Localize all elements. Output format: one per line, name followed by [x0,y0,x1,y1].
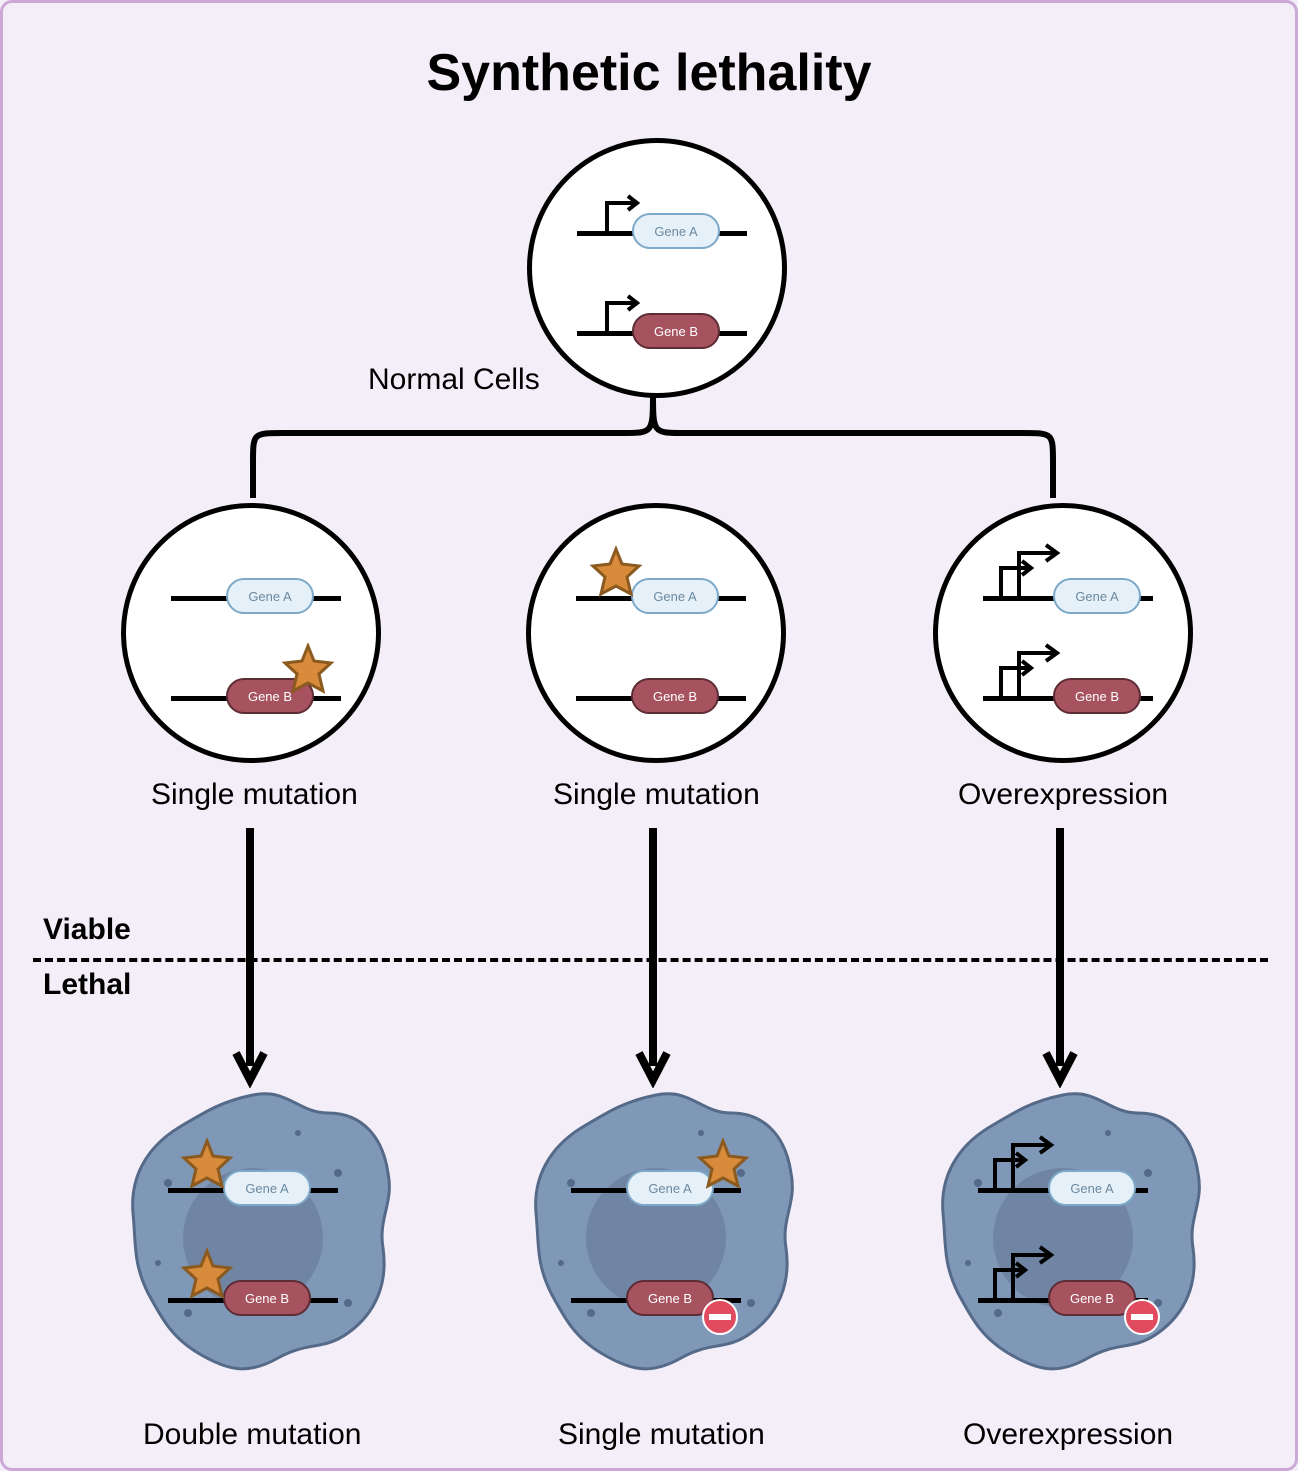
viable-lethal-divider [33,958,1268,962]
gene-a-label: Gene A [653,589,696,604]
gene-a-pill: Gene A [632,213,720,249]
label-normal-cells: Normal Cells [368,363,540,397]
gene-a-label: Gene A [654,224,697,239]
cell-normal: Gene A Gene B [527,138,787,398]
gene-a-label: Gene A [248,589,291,604]
gene-b-pill: Gene B [1053,678,1141,714]
block-icon [701,1298,739,1336]
label-overexpression: Overexpression [963,1418,1173,1452]
label-single-mutation: Single mutation [558,1418,765,1452]
label-lethal: Lethal [43,968,131,1002]
cell-single-mutation-b: Gene A Gene B [121,503,381,763]
gene-b-label: Gene B [653,689,697,704]
gene-b-label: Gene B [1070,1291,1114,1306]
gene-a-label: Gene A [1075,589,1118,604]
cell-single-mutation-a: Gene A Gene B [526,503,786,763]
mutation-star-icon [696,1138,751,1193]
gene-a-pill: Gene A [226,578,314,614]
diagram-container: Synthetic lethality Gene A Gene B Normal… [0,0,1298,1471]
gene-b-label: Gene B [654,324,698,339]
label-single-mutation: Single mutation [553,778,760,812]
mutation-star-icon [180,1138,235,1193]
gene-a-pill: Gene A [223,1170,311,1206]
gene-b-pill: Gene B [631,678,719,714]
label-overexpression: Overexpression [958,778,1168,812]
lethal-cell-overlay: Gene A Gene B [98,1083,408,1393]
gene-b-label: Gene B [1075,689,1119,704]
gene-a-label: Gene A [245,1181,288,1196]
block-icon [1123,1298,1161,1336]
label-single-mutation: Single mutation [151,778,358,812]
lethal-cell-overlay: Gene A Gene B [501,1083,811,1393]
mutation-star-icon [589,546,644,601]
gene-b-pill: Gene B [223,1280,311,1316]
lethal-cell-overlay: Gene A Gene B [908,1083,1218,1393]
gene-b-label: Gene B [648,1291,692,1306]
gene-b-pill: Gene B [632,313,720,349]
cell-overexpression: Gene A Gene B [933,503,1193,763]
gene-a-pill: Gene A [1053,578,1141,614]
bracket-icon [223,393,1083,503]
gene-b-label: Gene B [245,1291,289,1306]
label-viable: Viable [43,913,131,947]
label-double-mutation: Double mutation [143,1418,361,1452]
gene-a-pill: Gene A [631,578,719,614]
gene-a-pill: Gene A [1048,1170,1136,1206]
mutation-star-icon [281,643,336,698]
gene-a-label: Gene A [1070,1181,1113,1196]
mutation-star-icon [180,1248,235,1303]
gene-a-label: Gene A [648,1181,691,1196]
diagram-title: Synthetic lethality [427,43,872,103]
